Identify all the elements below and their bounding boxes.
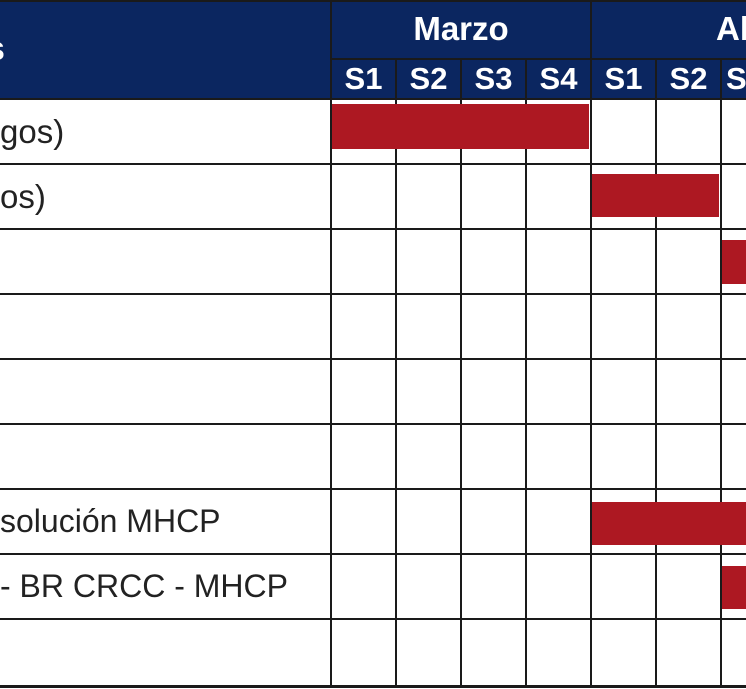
grid-hline <box>0 618 746 620</box>
task-row-label <box>0 360 330 423</box>
week-header: S <box>722 60 746 98</box>
gantt-bar <box>592 174 719 217</box>
grid-hline <box>0 488 746 490</box>
task-column-header-label: s <box>0 30 5 69</box>
grid-hline <box>0 685 746 688</box>
gantt-bar <box>722 566 746 609</box>
grid-hline <box>0 163 746 165</box>
grid-vline <box>395 58 397 688</box>
week-header: S3 <box>462 60 525 98</box>
week-label: S <box>726 61 746 96</box>
task-row-label <box>0 295 330 358</box>
gantt-bar <box>592 502 746 545</box>
month-label-marzo: Marzo <box>413 10 509 47</box>
grid-hline <box>0 358 746 360</box>
grid-vline <box>525 58 527 688</box>
grid-vline <box>655 58 657 688</box>
week-header: S1 <box>332 60 395 98</box>
grid-vline <box>330 0 332 688</box>
grid-vline <box>590 0 592 688</box>
grid-hline <box>0 293 746 295</box>
week-label: S2 <box>669 61 708 96</box>
grid-hline <box>0 228 746 230</box>
task-row-label: os) <box>0 177 46 215</box>
month-header-marzo: Marzo <box>332 0 590 58</box>
week-label: S4 <box>539 61 578 96</box>
task-column-header: s <box>0 0 330 98</box>
task-row-label <box>0 230 330 293</box>
month-header-abril: Al <box>592 0 746 58</box>
week-header: S2 <box>397 60 460 98</box>
grid-hline <box>0 423 746 425</box>
task-row-label: - BR CRCC - MHCP <box>0 568 288 604</box>
week-label: S3 <box>474 61 513 96</box>
gantt-bar <box>332 104 589 149</box>
task-row-label: gos) <box>0 112 65 150</box>
gantt-bar <box>722 240 746 284</box>
task-row-label <box>0 620 330 683</box>
week-label: S1 <box>604 61 643 96</box>
grid-hline <box>0 98 746 100</box>
grid-hline <box>0 0 746 2</box>
week-label: S1 <box>344 61 383 96</box>
grid-vline <box>720 58 722 688</box>
week-header: S4 <box>527 60 590 98</box>
grid-hline <box>332 58 746 60</box>
week-header: S2 <box>657 60 720 98</box>
grid-vline <box>460 58 462 688</box>
task-row-label: solución MHCP <box>0 503 221 539</box>
grid-hline <box>0 553 746 555</box>
week-header: S1 <box>592 60 655 98</box>
week-label: S2 <box>409 61 448 96</box>
month-label-abril: Al <box>716 10 746 47</box>
task-row-label <box>0 425 330 488</box>
